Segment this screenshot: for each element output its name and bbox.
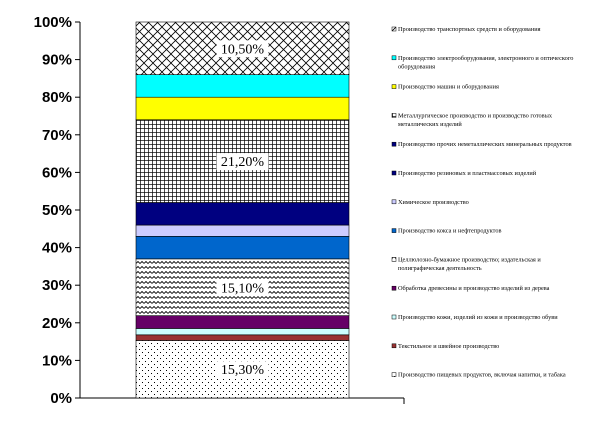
segment-label-13: 10,50%	[221, 42, 265, 57]
legend-swatch	[391, 55, 397, 61]
bar-segment-2	[135, 334, 350, 341]
bar-segment-12	[135, 74, 350, 98]
segment-label-bg	[216, 153, 269, 171]
segment-label-10: 21,20%	[221, 155, 265, 170]
legend-entry-13: Производство пищевых продуктов, включая …	[398, 372, 566, 379]
y-tick-label: 40%	[42, 240, 72, 257]
legend-swatch	[391, 372, 397, 377]
legend-swatch	[391, 113, 397, 118]
segment-label-1: 15,30%	[221, 363, 265, 378]
y-tick-label: 0%	[50, 390, 72, 407]
legend-entry-5: Производство прочих неметаллических мине…	[398, 141, 572, 148]
legend-entry-6: Производство резиновых и пластмассовых и…	[398, 170, 537, 177]
segment-label-bg	[216, 40, 269, 58]
y-tick-label: 90%	[42, 52, 72, 69]
legend: Производство транспортных средств и обор…	[391, 26, 573, 379]
y-tick-label: 50%	[42, 202, 72, 219]
y-tick-label: 10%	[42, 352, 72, 369]
bar-segment-8	[135, 202, 350, 226]
segment-label-5: 15,10%	[221, 281, 265, 296]
y-tick-label: 20%	[42, 315, 72, 332]
legend-entry-4: Металлургическое производство и производ…	[398, 112, 553, 128]
legend-swatch	[391, 257, 397, 262]
bar-segment-3	[135, 328, 350, 336]
legend-entry-8: Производство кокса и нефтепродуктов	[398, 228, 501, 235]
legend-swatch	[391, 170, 397, 176]
bar-segment-11	[135, 96, 350, 121]
y-tick-label: 60%	[42, 164, 72, 181]
legend-entry-12: Текстильное и швейное производство	[398, 343, 499, 350]
legend-swatch	[391, 285, 397, 291]
segment-label-bg	[216, 279, 269, 297]
legend-swatch	[391, 26, 397, 32]
segment-label-bg	[216, 361, 269, 379]
y-tick-label: 30%	[42, 277, 72, 294]
legend-entry-2: Производство электрооборудования, электр…	[398, 55, 573, 71]
y-tick-label: 80%	[42, 89, 72, 106]
legend-entry-3: Производство машин и оборудования	[398, 84, 499, 91]
legend-swatch	[391, 343, 397, 349]
y-axis: 0% 10% 20% 30% 40% 50% 60% 70% 80% 90% 100%	[34, 14, 405, 407]
legend-swatch	[391, 199, 397, 205]
bar-segment-7	[135, 224, 350, 237]
legend-entry-9: Целлюлозно-бумажное производство; издате…	[398, 256, 541, 272]
y-tick-label: 100%	[34, 14, 72, 31]
segment-labels: 15,30% 15,10% 21,20% 10,50%	[216, 40, 269, 379]
legend-swatch	[391, 314, 397, 320]
legend-entry-11: Производство кожи, изделий из кожи и про…	[398, 314, 558, 321]
legend-swatch	[391, 141, 397, 147]
legend-swatch	[391, 84, 397, 89]
y-tick-label: 70%	[42, 127, 72, 144]
legend-swatch	[391, 228, 397, 233]
legend-entry-7: Химическое производство	[398, 199, 469, 206]
bar-segment-4	[135, 315, 350, 329]
bar-stack	[135, 21, 350, 399]
legend-entry-10: Обработка древесины и производство издел…	[398, 285, 550, 292]
legend-entry-1: Производство транспортных средств и обор…	[398, 26, 541, 33]
bar-segment-6	[135, 236, 350, 260]
